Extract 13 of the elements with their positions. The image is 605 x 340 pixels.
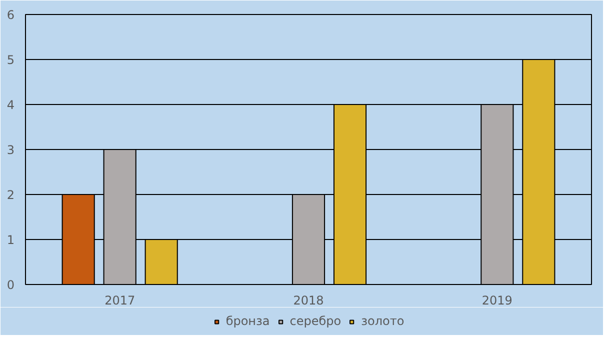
x-tick-label: 2018 (293, 294, 324, 308)
y-tick-label: 0 (6, 278, 15, 292)
y-tick-label: 5 (6, 53, 15, 67)
legend-label: серебро (290, 314, 342, 328)
y-tick-label: 2 (6, 188, 15, 202)
x-tick-label: 2017 (104, 294, 136, 308)
y-tick-label: 3 (6, 143, 15, 157)
legend-label: золото (361, 314, 404, 328)
legend-label: бронза (226, 314, 270, 328)
x-tick-label: 2019 (482, 294, 512, 308)
y-tick-label: 4 (6, 98, 15, 112)
y-tick-label: 1 (6, 233, 15, 247)
y-tick-label: 6 (6, 8, 15, 22)
